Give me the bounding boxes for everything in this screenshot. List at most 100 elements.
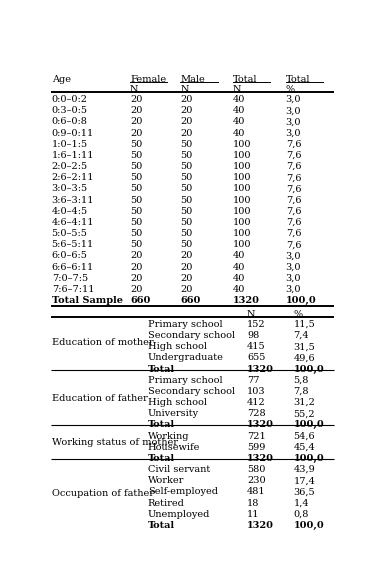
Text: 20: 20 — [130, 95, 142, 104]
Text: %: % — [293, 310, 303, 318]
Text: Total: Total — [286, 75, 310, 84]
Text: 100,0: 100,0 — [293, 521, 324, 530]
Text: 50: 50 — [180, 173, 193, 182]
Text: 1320: 1320 — [247, 420, 274, 429]
Text: 7:0–7:5: 7:0–7:5 — [52, 274, 88, 283]
Text: 1:6–1:11: 1:6–1:11 — [52, 151, 94, 160]
Text: Unemployed: Unemployed — [148, 510, 210, 519]
Text: %: % — [286, 85, 295, 93]
Text: 55,2: 55,2 — [293, 409, 315, 418]
Text: 20: 20 — [130, 252, 142, 260]
Text: Retired: Retired — [148, 499, 185, 507]
Text: 20: 20 — [180, 252, 193, 260]
Text: 7,6: 7,6 — [286, 140, 301, 149]
Text: 7,6: 7,6 — [286, 229, 301, 238]
Text: 17,4: 17,4 — [293, 477, 315, 485]
Text: 0:0–0:2: 0:0–0:2 — [52, 95, 88, 104]
Text: Education of mother: Education of mother — [52, 338, 153, 347]
Text: Total: Total — [148, 420, 175, 429]
Text: 100,0: 100,0 — [293, 454, 324, 463]
Text: 599: 599 — [247, 443, 265, 452]
Text: Civil servant: Civil servant — [148, 465, 210, 474]
Text: 481: 481 — [247, 488, 265, 496]
Text: Age: Age — [52, 75, 71, 84]
Text: Secondary school: Secondary school — [148, 331, 235, 340]
Text: 40: 40 — [233, 106, 246, 115]
Text: 20: 20 — [180, 285, 193, 294]
Text: 7,6: 7,6 — [286, 196, 301, 204]
Text: 0:9–0:11: 0:9–0:11 — [52, 128, 94, 138]
Text: 50: 50 — [180, 185, 193, 193]
Text: 20: 20 — [130, 117, 142, 126]
Text: 40: 40 — [233, 95, 246, 104]
Text: Total: Total — [148, 454, 175, 463]
Text: 5,8: 5,8 — [293, 376, 309, 385]
Text: 4:6–4:11: 4:6–4:11 — [52, 218, 94, 227]
Text: 40: 40 — [233, 252, 246, 260]
Text: 11: 11 — [247, 510, 259, 519]
Text: 1320: 1320 — [247, 521, 274, 530]
Text: 54,6: 54,6 — [293, 432, 315, 440]
Text: 7,8: 7,8 — [293, 387, 309, 396]
Text: 3,0: 3,0 — [286, 128, 301, 138]
Text: 20: 20 — [130, 128, 142, 138]
Text: 3:0–3:5: 3:0–3:5 — [52, 185, 88, 193]
Text: 655: 655 — [247, 353, 265, 363]
Text: 100: 100 — [233, 240, 252, 249]
Text: 40: 40 — [233, 274, 246, 283]
Text: 1320: 1320 — [247, 364, 274, 374]
Text: 3,0: 3,0 — [286, 117, 301, 126]
Text: 40: 40 — [233, 285, 246, 294]
Text: 0:3–0:5: 0:3–0:5 — [52, 106, 88, 115]
Text: 50: 50 — [130, 151, 142, 160]
Text: Male: Male — [180, 75, 205, 84]
Text: 50: 50 — [130, 229, 142, 238]
Text: 36,5: 36,5 — [293, 488, 315, 496]
Text: 230: 230 — [247, 477, 265, 485]
Text: 100: 100 — [233, 207, 252, 215]
Text: 50: 50 — [130, 162, 142, 171]
Text: 50: 50 — [130, 218, 142, 227]
Text: 50: 50 — [180, 151, 193, 160]
Text: 100: 100 — [233, 229, 252, 238]
Text: Total: Total — [233, 75, 258, 84]
Text: 7,6: 7,6 — [286, 240, 301, 249]
Text: 50: 50 — [180, 240, 193, 249]
Text: 100,0: 100,0 — [293, 420, 324, 429]
Text: 3,0: 3,0 — [286, 252, 301, 260]
Text: 7:6–7:11: 7:6–7:11 — [52, 285, 94, 294]
Text: 45,4: 45,4 — [293, 443, 315, 452]
Text: 100,0: 100,0 — [286, 296, 317, 305]
Text: 5:0–5:5: 5:0–5:5 — [52, 229, 88, 238]
Text: 50: 50 — [180, 207, 193, 215]
Text: 20: 20 — [180, 274, 193, 283]
Text: 49,6: 49,6 — [293, 353, 315, 363]
Text: N: N — [233, 85, 241, 93]
Text: 50: 50 — [180, 229, 193, 238]
Text: High school: High school — [148, 398, 207, 407]
Text: Housewife: Housewife — [148, 443, 200, 452]
Text: Education of father: Education of father — [52, 394, 147, 402]
Text: 6:6–6:11: 6:6–6:11 — [52, 263, 94, 272]
Text: 3,0: 3,0 — [286, 95, 301, 104]
Text: 100: 100 — [233, 162, 252, 171]
Text: 100,0: 100,0 — [293, 364, 324, 374]
Text: N: N — [180, 85, 189, 93]
Text: 0:6–0:8: 0:6–0:8 — [52, 117, 88, 126]
Text: 20: 20 — [180, 95, 193, 104]
Text: 50: 50 — [130, 185, 142, 193]
Text: 660: 660 — [180, 296, 201, 305]
Text: 7,6: 7,6 — [286, 185, 301, 193]
Text: University: University — [148, 409, 199, 418]
Text: 7,4: 7,4 — [293, 331, 309, 340]
Text: Undergraduate: Undergraduate — [148, 353, 224, 363]
Text: 412: 412 — [247, 398, 266, 407]
Text: 31,5: 31,5 — [293, 342, 315, 351]
Text: 20: 20 — [130, 274, 142, 283]
Text: 6:0–6:5: 6:0–6:5 — [52, 252, 88, 260]
Text: 11,5: 11,5 — [293, 320, 315, 329]
Text: 100: 100 — [233, 140, 252, 149]
Text: N: N — [247, 310, 255, 318]
Text: 580: 580 — [247, 465, 265, 474]
Text: 40: 40 — [233, 117, 246, 126]
